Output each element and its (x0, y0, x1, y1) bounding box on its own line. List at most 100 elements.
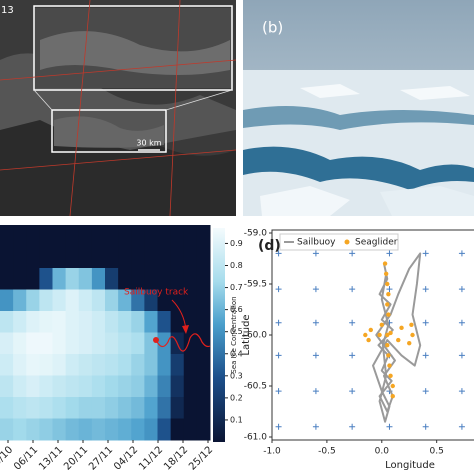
grid-point (275, 319, 282, 326)
heat-cell (26, 375, 40, 398)
grid-point (458, 423, 465, 430)
heat-cell (196, 418, 211, 441)
x-tick-label: 25/12 (187, 444, 215, 472)
heat-cell (105, 225, 119, 247)
heat-cell (183, 289, 198, 312)
legend-label: Seaglider (355, 238, 398, 248)
x-tick-label: 0.0 (375, 447, 390, 457)
heat-cell (170, 225, 185, 247)
grid-point (349, 352, 356, 359)
heat-cell (0, 397, 14, 419)
heat-cell (26, 268, 40, 290)
colorbar-tick-label: 0.2 (230, 393, 243, 402)
grid-point (275, 250, 282, 257)
track (155, 333, 211, 352)
heat-cell (39, 332, 53, 355)
grid-point (458, 286, 465, 293)
heat-cell (39, 397, 53, 419)
grid-point (458, 352, 465, 359)
heat-cell (105, 246, 119, 269)
glider-point (387, 363, 392, 368)
heat-cell (91, 225, 106, 247)
heat-cell (26, 311, 40, 333)
x-axis-label: Longitude (385, 460, 435, 471)
heat-cell (170, 311, 185, 333)
heat-cell (39, 354, 53, 376)
heat-cell (157, 332, 172, 355)
heat-cell (144, 289, 158, 312)
glider-point (385, 343, 390, 348)
heat-cell (39, 225, 53, 247)
track-start (153, 337, 159, 343)
heat-cell (105, 311, 119, 333)
heat-cell (52, 375, 67, 398)
heat-cell (196, 268, 211, 290)
glider-point (385, 281, 390, 287)
heat-cell (91, 375, 106, 398)
heat-cell (0, 418, 14, 441)
glider-point (396, 337, 401, 343)
heat-cell (91, 397, 106, 419)
heat-cell (39, 289, 53, 312)
heat-cell (13, 354, 27, 376)
heat-cell (0, 311, 14, 333)
heat-cell (52, 268, 67, 290)
heat-cell (131, 268, 145, 290)
heat-cell (170, 268, 185, 290)
grid-point (312, 352, 319, 359)
grid-point (312, 319, 319, 326)
heat-cell (144, 332, 158, 355)
panel-b: (b) (243, 0, 474, 216)
heat-cell (65, 418, 80, 441)
heat-cell (183, 225, 198, 247)
heat-cell (39, 311, 53, 333)
heat-cell (105, 418, 119, 441)
heat-cell (118, 225, 132, 247)
heat-cell (170, 289, 185, 312)
heat-cell (170, 418, 185, 441)
heat-cell (78, 375, 93, 398)
grid-point (386, 286, 393, 293)
grid-point (275, 388, 282, 395)
heat-cell (52, 418, 67, 441)
grid-point (422, 286, 429, 293)
heat-cell (91, 354, 106, 376)
heat-cell (91, 268, 106, 290)
heat-cell (65, 397, 80, 419)
glider-point (388, 373, 393, 378)
heat-cell (65, 375, 80, 398)
heat-cell (144, 246, 158, 269)
heat-cell (105, 289, 119, 312)
heat-cell (13, 332, 27, 355)
heat-cell (52, 332, 67, 355)
heat-cell (65, 354, 80, 376)
glider-point (390, 383, 395, 389)
heat-cell (26, 418, 40, 441)
heat-cell (13, 375, 27, 398)
x-tick-label: 13/11 (37, 444, 65, 472)
heat-cell (105, 332, 119, 355)
heat-cell (157, 246, 172, 269)
heat-cell (78, 354, 93, 376)
heat-cell (170, 354, 185, 376)
heat-cell (0, 354, 14, 376)
heat-cell (13, 397, 27, 419)
grid-point (349, 250, 356, 257)
glider-point (410, 332, 415, 338)
grid-point (312, 286, 319, 293)
y-tick-label: -61.0 (244, 433, 268, 443)
heat-cell (196, 311, 211, 333)
heat-cell (144, 397, 158, 419)
heat-cell (65, 332, 80, 355)
heat-cell (183, 375, 198, 398)
grid-point (422, 250, 429, 257)
heat-cell (131, 289, 145, 312)
x-tick-label: 06/11 (12, 444, 40, 472)
glider-point (386, 312, 391, 317)
heat-cell (91, 311, 106, 333)
heat-cell (157, 418, 172, 441)
heat-cell (0, 225, 14, 247)
heat-cell (157, 375, 172, 398)
grid-point (458, 319, 465, 326)
x-tick-label: 18/12 (162, 444, 190, 472)
